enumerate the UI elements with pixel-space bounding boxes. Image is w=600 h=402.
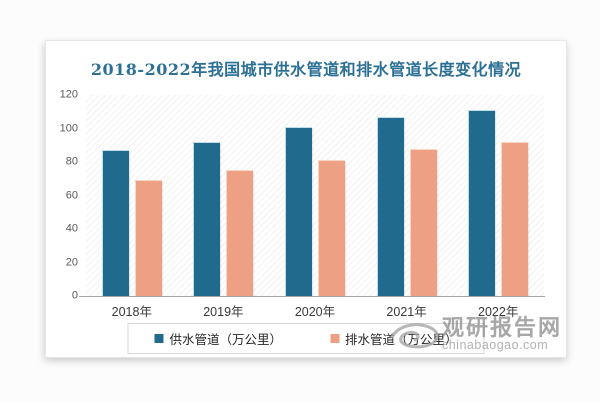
x-label-2019年: 2019年 [203,305,244,319]
x-label-2018年: 2018年 [111,305,152,319]
chart-card: 2018-2022年我国城市供水管道和排水管道长度变化情况 0 20 40 60 80 1… [45,40,567,358]
legend-swatch-supply-pipeline [154,334,164,343]
plot-area [86,95,544,296]
y-tick-120: 120 [59,88,78,101]
bar-group-2020年 [269,95,361,296]
x-axis-line [79,296,545,297]
legend-label-supply-pipeline: 供水管道（万公里） [169,333,282,347]
bar-drainage-pipeline-2020年 [317,160,345,296]
y-tick-60: 60 [65,189,78,201]
bar-supply-pipeline-2018年 [101,150,129,296]
bar-supply-pipeline-2021年 [376,116,404,296]
legend-label-drainage-pipeline: 排水管道（万公里） [345,333,458,347]
bar-drainage-pipeline-2018年 [134,180,162,296]
bar-group-2018年 [86,95,178,296]
y-axis: 0 20 40 60 80 100 120 [46,89,78,301]
y-tick-40: 40 [65,222,78,235]
x-axis: 2018年 2019年 2020年 2021年 2022年 [86,301,544,320]
x-label-2021年: 2021年 [386,305,427,319]
bar-group-2022年 [452,95,544,296]
bar-group-2021年 [361,95,453,296]
bar-drainage-pipeline-2021年 [409,148,437,296]
chart-title: 2018-2022年我国城市供水管道和排水管道长度变化情况 [90,60,522,79]
bar-supply-pipeline-2020年 [284,126,312,296]
x-label-2022年: 2022年 [478,305,519,319]
x-label-2020年: 2020年 [294,305,336,319]
bar-group-2019年 [178,95,270,296]
bar-supply-pipeline-2019年 [193,141,221,296]
y-tick-80: 80 [65,155,78,168]
legend-item-supply-pipeline: 供水管道（万公里） [154,329,282,348]
y-tick-0: 0 [71,289,78,302]
y-tick-20: 20 [65,256,78,269]
legend-swatch-drainage-pipeline [330,334,339,343]
bar-supply-pipeline-2022年 [468,110,496,296]
legend: 供水管道（万公里） 排水管道（万公里） [127,323,485,354]
bar-drainage-pipeline-2019年 [226,170,254,296]
legend-item-drainage-pipeline: 排水管道（万公里） [330,329,458,348]
y-tick-100: 100 [59,122,78,134]
bar-drainage-pipeline-2022年 [501,141,529,296]
